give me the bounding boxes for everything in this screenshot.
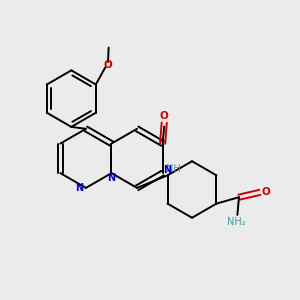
Text: N: N — [163, 165, 171, 175]
Text: NH₂: NH₂ — [227, 217, 246, 227]
Text: O: O — [103, 60, 112, 70]
Text: N: N — [107, 173, 116, 183]
Text: N: N — [75, 183, 83, 193]
Text: O: O — [160, 111, 169, 121]
Text: O: O — [261, 188, 270, 197]
Text: NH: NH — [167, 164, 181, 174]
